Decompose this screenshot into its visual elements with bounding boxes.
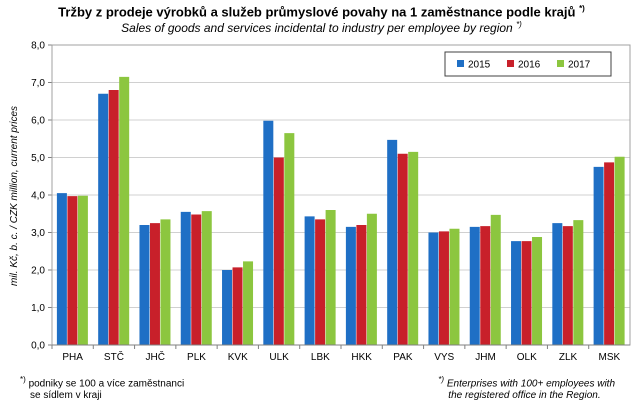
y-tick-label: 2,0: [31, 266, 45, 277]
x-tick-label: LBK: [311, 352, 330, 363]
y-tick-label: 8,0: [31, 41, 45, 52]
bar-2017-LBK: [325, 210, 336, 345]
bar-2017-HKK: [366, 213, 377, 345]
legend-label-2015: 2015: [468, 60, 491, 71]
y-tick-label: 3,0: [31, 228, 45, 239]
chart-title: Tržby z prodeje výrobků a služeb průmysl…: [58, 4, 585, 20]
bar-2017-STČ: [119, 76, 130, 345]
x-tick-label: KVK: [228, 352, 248, 363]
y-tick-labels: 0,0 1,0 2,0 3,0 4,0 5,0 6,0 7,0 8,0: [31, 41, 45, 352]
bar-2016-LBK: [315, 219, 326, 345]
gridlines: [48, 44, 630, 346]
bar-2016-ULK: [273, 157, 284, 345]
legend-label-2017: 2017: [568, 60, 591, 71]
x-tick-label: HKK: [351, 352, 372, 363]
legend: 2015 2016 2017: [444, 51, 612, 77]
bar-2017-ZLK: [573, 220, 584, 345]
x-tick-label: PHA: [62, 352, 83, 363]
legend-swatch-2017: [557, 60, 564, 67]
legend-label-2016: 2016: [518, 60, 541, 71]
legend-swatch-2015: [457, 60, 464, 67]
bar-2015-STČ: [98, 93, 109, 345]
x-tick-label: PAK: [393, 352, 413, 363]
y-tick-label: 1,0: [31, 303, 45, 314]
bar-2017-PLK: [201, 211, 212, 345]
bar-2017-PHA: [77, 195, 88, 345]
y-tick-label: 7,0: [31, 78, 45, 89]
bar-2015-MSK: [593, 166, 604, 345]
bar-2016-HKK: [356, 225, 367, 345]
x-tick-label: VYS: [434, 352, 454, 363]
bar-2017-PAK: [408, 151, 419, 345]
axes: [51, 44, 631, 349]
x-tick-label: ULK: [269, 352, 289, 363]
y-tick-label: 6,0: [31, 116, 45, 127]
footnote-en: *) Enterprises with 100+ employees with …: [438, 375, 615, 402]
bar-2015-PLK: [180, 211, 191, 345]
x-tick-label: ZLK: [559, 352, 578, 363]
bar-2015-JHČ: [139, 225, 150, 345]
bar-2015-PHA: [56, 193, 67, 345]
bar-2015-VYS: [428, 232, 439, 345]
y-tick-label: 5,0: [31, 153, 45, 164]
x-tick-label: OLK: [517, 352, 537, 363]
bar-2016-JHČ: [149, 223, 160, 345]
bar-2017-VYS: [449, 228, 460, 345]
bar-2015-PAK: [387, 139, 398, 345]
footnote-cz: *) podniky se 100 a více zaměstnanci se …: [20, 375, 185, 402]
bar-2017-KVK: [243, 261, 254, 345]
bar-2016-PLK: [191, 214, 202, 345]
x-tick-label: JHČ: [145, 350, 164, 363]
x-tick-label: MSK: [599, 352, 621, 363]
bar-2015-ULK: [263, 120, 274, 345]
x-tick-label: STČ: [104, 350, 124, 363]
bar-2016-OLK: [521, 241, 532, 345]
bar-2016-PHA: [67, 196, 78, 345]
x-tick-labels: PHA STČ JHČ PLK KVK ULK LBK HKK PAK VYS JHM OLK ZLK M…: [62, 350, 620, 363]
bar-2015-ZLK: [552, 223, 563, 345]
bar-2016-VYS: [438, 231, 449, 345]
bar-2016-MSK: [604, 162, 615, 345]
y-tick-label: 4,0: [31, 191, 45, 202]
bar-2017-JHM: [490, 214, 501, 345]
bar-2016-JHM: [480, 226, 491, 345]
bar-2016-ZLK: [562, 226, 573, 345]
legend-swatch-2016: [507, 60, 514, 67]
bar-2017-OLK: [532, 237, 543, 345]
bar-2016-STČ: [108, 90, 119, 345]
bars: [56, 76, 625, 345]
y-axis-label: mil. Kč, b. c. / CZK million, current pr…: [9, 106, 20, 286]
y-tick-label: 0,0: [31, 341, 45, 352]
bar-2015-OLK: [511, 241, 522, 345]
legend-box: [444, 51, 612, 77]
bar-2017-JHČ: [160, 219, 171, 345]
bar-2015-LBK: [304, 216, 315, 345]
bar-2017-ULK: [284, 133, 295, 345]
bar-2017-MSK: [614, 156, 625, 345]
bar-2016-PAK: [397, 153, 408, 345]
bar-2015-KVK: [222, 270, 233, 345]
bar-2016-KVK: [232, 267, 243, 345]
x-tick-label: PLK: [187, 352, 206, 363]
bar-2015-JHM: [469, 226, 480, 345]
bar-2015-HKK: [345, 226, 356, 345]
chart-subtitle: Sales of goods and services incidental t…: [121, 20, 522, 35]
x-tick-label: JHM: [475, 352, 496, 363]
